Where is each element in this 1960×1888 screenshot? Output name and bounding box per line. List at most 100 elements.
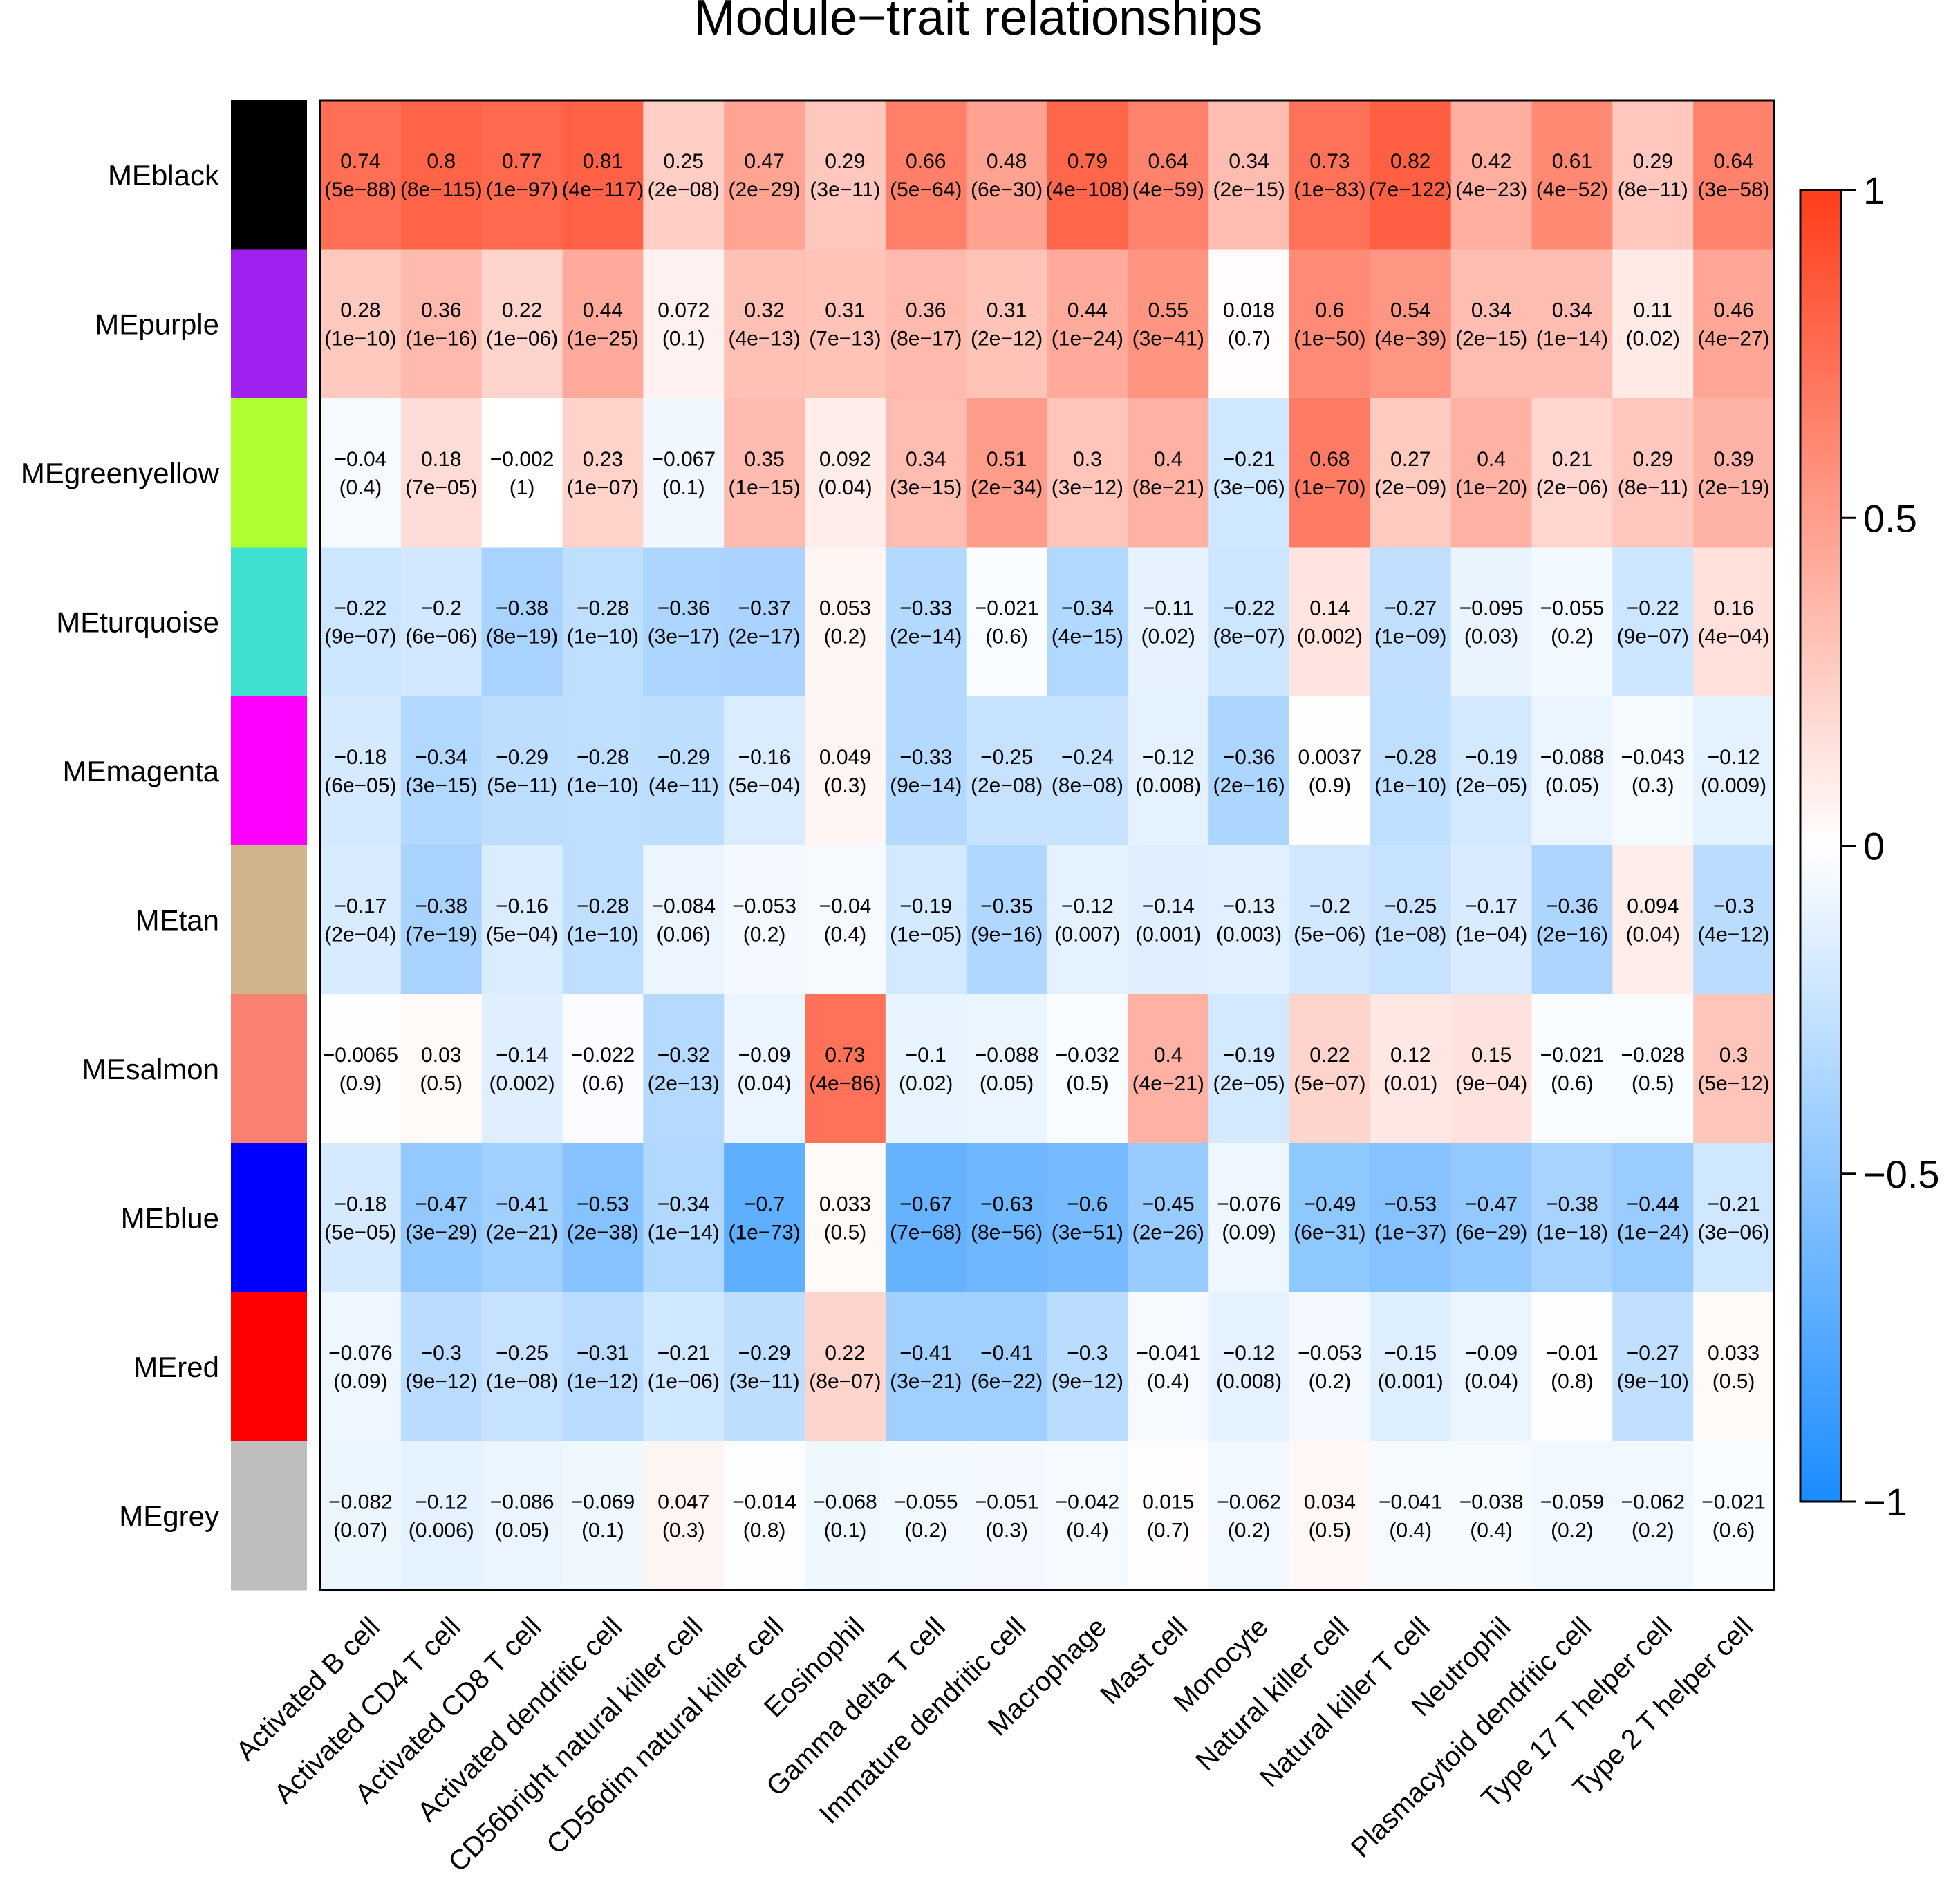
cell-pvalue-5-4: (0.06) (657, 923, 711, 946)
module-swatch-MEgreenyellow (231, 398, 307, 548)
cell-value-0-11: 0.34 (1229, 150, 1269, 173)
cell-value-5-3: −0.28 (577, 895, 629, 917)
cell-pvalue-7-13: (1e−37) (1374, 1221, 1446, 1244)
cell-4-10 (1128, 696, 1209, 846)
cell-pvalue-0-12: (1e−83) (1294, 178, 1365, 201)
cell-9-12 (1289, 1441, 1371, 1591)
cell-value-7-14: −0.47 (1465, 1193, 1518, 1215)
cell-6-3 (562, 994, 644, 1144)
cell-pvalue-2-17: (2e−19) (1697, 476, 1769, 499)
cell-value-8-5: −0.29 (738, 1342, 791, 1365)
cell-pvalue-9-16: (0.2) (1632, 1519, 1674, 1542)
cell-9-9 (1047, 1441, 1128, 1591)
cell-9-7 (885, 1441, 967, 1591)
cell-2-5 (724, 398, 805, 548)
cell-pvalue-9-14: (0.4) (1470, 1519, 1513, 1542)
cell-9-15 (1531, 1441, 1613, 1591)
cell-value-2-15: 0.21 (1552, 448, 1592, 471)
cell-1-3 (562, 249, 644, 399)
cell-6-15 (1531, 994, 1613, 1144)
cell-pvalue-0-9: (4e−108) (1045, 178, 1129, 201)
cell-9-16 (1612, 1441, 1694, 1591)
cell-pvalue-2-1: (7e−05) (405, 476, 477, 499)
row-label-MEturquoise: MEturquoise (56, 606, 219, 638)
cell-pvalue-4-4: (4e−11) (648, 774, 719, 797)
cell-value-5-9: −0.12 (1061, 895, 1114, 917)
cell-pvalue-7-14: (6e−29) (1455, 1221, 1527, 1244)
cell-pvalue-1-6: (7e−13) (809, 327, 881, 350)
cell-pvalue-7-4: (1e−14) (648, 1221, 720, 1244)
cell-6-8 (966, 994, 1048, 1144)
cell-3-5 (724, 547, 805, 697)
module-swatch-MEturquoise (231, 547, 307, 697)
cell-pvalue-7-0: (5e−05) (324, 1221, 396, 1244)
cell-pvalue-4-14: (2e−05) (1455, 774, 1527, 797)
cell-pvalue-8-17: (0.5) (1712, 1370, 1755, 1393)
module-swatch-MEred (231, 1292, 307, 1441)
cell-1-2 (481, 249, 563, 399)
cell-pvalue-9-17: (0.6) (1712, 1519, 1755, 1542)
cell-pvalue-2-3: (1e−07) (567, 476, 639, 499)
cell-value-4-8: −0.25 (980, 746, 1033, 769)
cell-pvalue-3-2: (8e−19) (486, 625, 558, 648)
colorbar-gradient (1799, 189, 1842, 1503)
cell-9-17 (1693, 1441, 1775, 1591)
cell-1-14 (1450, 249, 1533, 399)
cell-6-0 (320, 994, 402, 1144)
cell-value-3-13: −0.27 (1384, 597, 1437, 619)
cell-value-4-15: −0.088 (1540, 746, 1605, 769)
cell-value-4-16: −0.043 (1621, 746, 1685, 769)
cell-value-2-16: 0.29 (1633, 448, 1673, 471)
cell-value-5-8: −0.35 (980, 895, 1033, 917)
cell-pvalue-2-6: (0.04) (818, 476, 872, 499)
cell-0-4 (643, 100, 725, 250)
cell-pvalue-1-17: (4e−27) (1697, 327, 1769, 350)
cell-pvalue-0-13: (7e−122) (1369, 178, 1453, 201)
cell-pvalue-7-15: (1e−18) (1536, 1221, 1608, 1244)
cell-value-4-10: −0.12 (1142, 746, 1195, 769)
cell-value-1-10: 0.55 (1148, 299, 1188, 321)
cell-4-11 (1208, 696, 1290, 846)
cell-pvalue-3-16: (9e−07) (1617, 625, 1689, 648)
cell-pvalue-5-1: (7e−19) (405, 923, 477, 946)
cell-pvalue-9-5: (0.8) (743, 1519, 786, 1542)
cell-pvalue-6-16: (0.5) (1632, 1072, 1674, 1095)
cell-1-16 (1612, 249, 1694, 399)
cell-value-7-12: −0.49 (1303, 1193, 1356, 1215)
cell-6-6 (804, 994, 886, 1144)
cell-pvalue-0-6: (3e−11) (810, 178, 880, 201)
cell-0-16 (1612, 100, 1694, 250)
cell-value-6-13: 0.12 (1390, 1044, 1430, 1067)
cell-pvalue-8-2: (1e−08) (486, 1370, 558, 1393)
cell-pvalue-3-14: (0.03) (1464, 625, 1518, 648)
cell-pvalue-3-9: (4e−15) (1052, 625, 1123, 648)
cell-value-0-0: 0.74 (340, 150, 380, 173)
cell-5-13 (1370, 845, 1452, 995)
cell-value-6-7: −0.1 (906, 1044, 946, 1067)
cell-pvalue-4-3: (1e−10) (567, 774, 639, 797)
cell-pvalue-8-6: (8e−07) (809, 1370, 881, 1393)
cell-value-9-0: −0.082 (328, 1490, 393, 1513)
cell-value-3-12: 0.14 (1309, 597, 1350, 619)
cell-pvalue-1-5: (4e−13) (728, 327, 800, 350)
cell-pvalue-9-10: (0.7) (1147, 1519, 1190, 1542)
cell-value-3-1: −0.2 (421, 597, 462, 619)
cell-pvalue-2-4: (0.1) (662, 476, 705, 499)
cell-pvalue-5-11: (0.003) (1216, 923, 1282, 946)
cell-pvalue-9-15: (0.2) (1551, 1519, 1594, 1542)
row-label-MEblue: MEblue (121, 1202, 219, 1234)
cell-pvalue-8-5: (3e−11) (729, 1370, 800, 1393)
cell-4-16 (1612, 696, 1694, 846)
cell-pvalue-9-13: (0.4) (1389, 1519, 1432, 1542)
cell-pvalue-8-13: (0.001) (1378, 1370, 1444, 1393)
cell-1-17 (1693, 249, 1775, 399)
cell-5-5 (724, 845, 805, 995)
cell-pvalue-4-8: (2e−08) (971, 774, 1043, 797)
cell-pvalue-4-13: (1e−10) (1374, 774, 1446, 797)
cell-0-17 (1693, 100, 1775, 250)
cell-value-8-1: −0.3 (421, 1342, 462, 1365)
cell-6-4 (643, 994, 725, 1144)
cell-7-7 (885, 1143, 967, 1293)
cell-value-6-5: −0.09 (738, 1044, 791, 1067)
cell-value-4-3: −0.28 (577, 746, 629, 769)
